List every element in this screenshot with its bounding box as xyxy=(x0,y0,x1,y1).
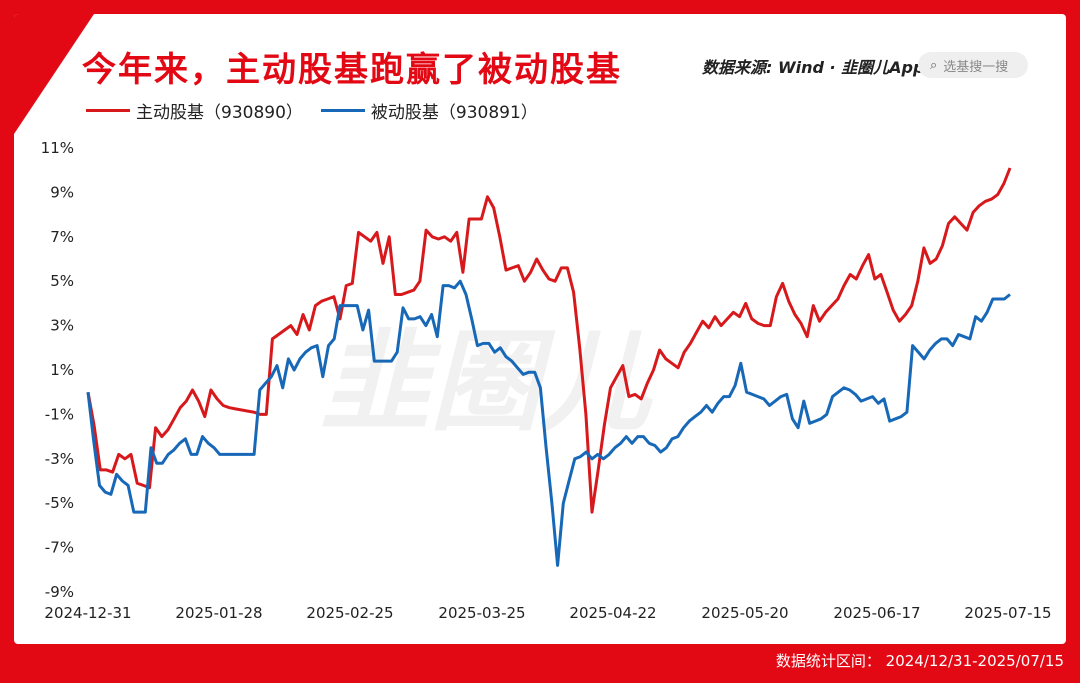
y-tick-label: 7% xyxy=(50,228,74,246)
y-tick-label: 11% xyxy=(41,139,74,157)
y-axis: 11% 9% 7% 5% 3% 1% -1% -3% -5% -7% -9% xyxy=(41,139,74,601)
chart-card: 今年来，主动股基跑赢了被动股基 数据来源: Wind · 韭圈儿App ⌕ 选基… xyxy=(14,14,1066,644)
x-tick-label: 2025-04-22 xyxy=(569,604,656,622)
legend-item-active: 主动股基（930890） xyxy=(86,98,303,123)
y-tick-label: 3% xyxy=(50,317,74,335)
legend-item-passive: 被动股基（930891） xyxy=(320,98,538,123)
series-line-passive xyxy=(86,279,1011,567)
y-tick-label: -9% xyxy=(45,583,74,601)
x-tick-label: 2025-05-20 xyxy=(701,604,788,622)
x-tick-label: 2025-02-25 xyxy=(306,604,393,622)
page-title: 今年来，主动股基跑赢了被动股基 xyxy=(82,50,622,90)
x-axis: 2024-12-31 2025-01-28 2025-02-25 2025-03-25… xyxy=(44,604,1051,622)
y-tick-label: 9% xyxy=(50,183,74,201)
y-tick-label: -7% xyxy=(45,539,74,557)
x-tick-label: 2025-03-25 xyxy=(438,604,525,622)
data-source: 数据来源: Wind · 韭圈儿App xyxy=(702,58,925,77)
legend: 主动股基（930890） 被动股基（930891） xyxy=(86,98,556,123)
search-input[interactable]: ⌕ 选基搜一搜 xyxy=(918,52,1028,78)
legend-swatch-passive xyxy=(320,109,365,112)
y-tick-label: -1% xyxy=(45,405,74,423)
y-tick-label: -3% xyxy=(45,450,74,468)
y-tick-label: 5% xyxy=(50,272,74,290)
corner-accent xyxy=(14,14,94,134)
legend-label-passive: 被动股基（930891） xyxy=(370,103,538,123)
x-tick-label: 2025-01-28 xyxy=(175,604,262,622)
y-tick-label: 1% xyxy=(50,361,74,379)
search-placeholder: 选基搜一搜 xyxy=(943,59,1009,75)
series-line-active xyxy=(86,167,1012,514)
x-tick-label: 2025-07-15 xyxy=(964,604,1051,622)
search-icon: ⌕ xyxy=(930,57,938,73)
series-lines xyxy=(86,167,1012,567)
legend-swatch-active xyxy=(86,109,130,112)
legend-label-active: 主动股基（930890） xyxy=(136,103,303,123)
x-tick-label: 2024-12-31 xyxy=(44,604,131,622)
date-range: 数据统计区间： 2024/12/31-2025/07/15 xyxy=(775,652,1064,670)
y-tick-label: -5% xyxy=(45,494,74,512)
watermark: 韭圈儿 xyxy=(320,318,654,446)
x-tick-label: 2025-06-17 xyxy=(833,604,920,622)
